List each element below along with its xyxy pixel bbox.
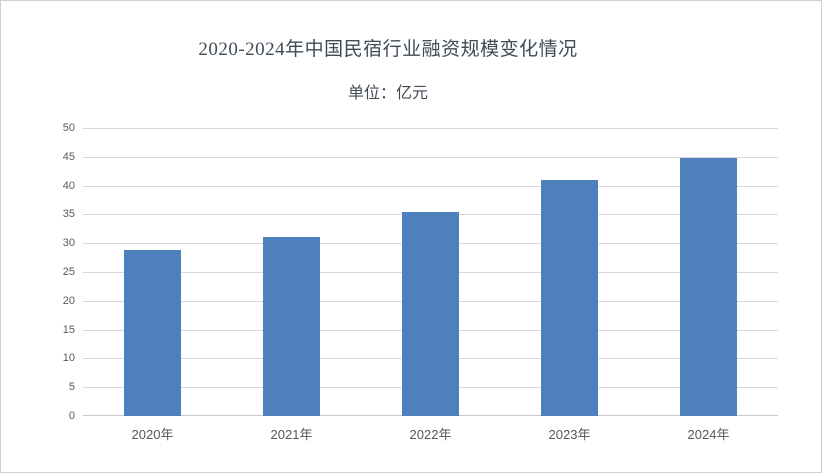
bar-2021年 (263, 237, 320, 416)
x-tick-label-2024年: 2024年 (687, 427, 730, 442)
bar-2024年 (680, 158, 737, 416)
gridline-y-40 (83, 186, 778, 187)
y-tick-label-35: 35 (62, 208, 75, 220)
x-tick-label-2022年: 2022年 (409, 427, 452, 442)
x-tick-label-2020年: 2020年 (131, 427, 174, 442)
y-tick-label-10: 10 (62, 352, 75, 364)
bar-2020年 (124, 250, 181, 416)
y-tick-label-25: 25 (62, 266, 75, 278)
y-tick-label-0: 0 (68, 410, 75, 422)
y-tick-label-30: 30 (62, 237, 75, 249)
chart-unit-label: 单位：亿元 (347, 85, 428, 102)
y-tick-label-50: 50 (62, 122, 75, 134)
chart-title: 2020-2024年中国民宿行业融资规模变化情况 (198, 39, 578, 60)
plot-area: 50 45 40 35 30 25 20 15 10 5 0 2020年 2021年 2022年 2023… (63, 122, 778, 442)
x-tick-label-2021年: 2021年 (270, 427, 313, 442)
y-tick-label-15: 15 (62, 324, 75, 336)
y-tick-label-5: 5 (68, 381, 75, 393)
x-tick-label-2023年: 2023年 (548, 427, 591, 442)
y-tick-label-45: 45 (62, 151, 75, 163)
gridline-y-45 (83, 157, 778, 158)
bar-2022年 (402, 212, 459, 416)
gridline-y-50 (83, 128, 778, 129)
bar-2023年 (541, 180, 598, 416)
y-tick-label-20: 20 (62, 295, 75, 307)
y-tick-label-40: 40 (62, 180, 75, 192)
